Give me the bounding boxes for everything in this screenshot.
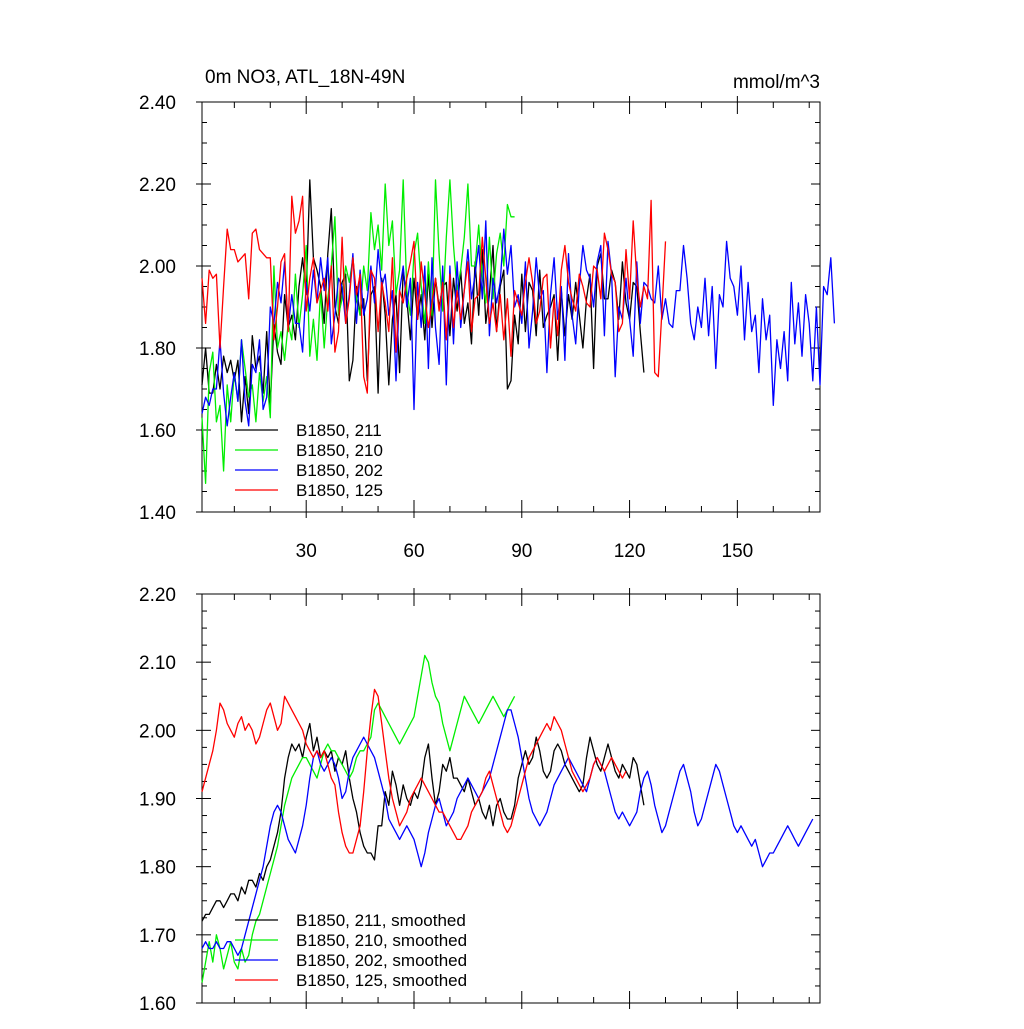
- y-tick-label: 2.40: [139, 93, 176, 114]
- y-tick-label: 2.20: [139, 175, 176, 196]
- x-tick-label: 60: [403, 541, 424, 562]
- legend-label: B1850, 202, smoothed: [296, 951, 467, 970]
- y-tick-label: 2.20: [139, 585, 176, 606]
- series-line-3: [201, 220, 836, 427]
- series-line-3: [201, 709, 814, 956]
- legend-label: B1850, 211: [296, 421, 382, 440]
- series-line-2: [201, 654, 516, 983]
- series-line-1: [201, 722, 645, 922]
- x-tick-label: 150: [722, 541, 754, 562]
- legend-label: B1850, 125: [296, 481, 383, 500]
- x-tick-label: 120: [614, 541, 646, 562]
- units-label: mmol/m^3: [733, 72, 820, 93]
- y-tick-label: 1.60: [139, 994, 176, 1015]
- y-tick-label: 1.80: [139, 339, 176, 360]
- legend-label: B1850, 210: [296, 441, 383, 460]
- legend-label: B1850, 211, smoothed: [296, 911, 466, 930]
- legend-label: B1850, 202: [296, 461, 383, 480]
- y-tick-label: 2.00: [139, 257, 176, 278]
- top-panel: 0m NO3, ATL_18N-49N mmol/m^3 1.40 1.60 1.8…: [139, 67, 836, 562]
- series-line-4: [201, 195, 667, 394]
- y-tick-label: 1.80: [139, 858, 176, 879]
- plot-frame: [201, 593, 821, 1004]
- y-tick-label: 1.60: [139, 421, 176, 442]
- y-tick-label: 1.40: [139, 503, 176, 524]
- x-tick-label: 90: [511, 541, 532, 562]
- legend-label: B1850, 210, smoothed: [296, 931, 467, 950]
- series-line-4: [201, 688, 627, 854]
- y-tick-label: 2.00: [139, 721, 176, 742]
- y-tick-label: 2.10: [139, 653, 176, 674]
- y-tick-label: 1.70: [139, 926, 176, 947]
- bottom-panel: 1.60 1.70 1.80 1.90 2.00 2.10 2.20 B1850, 211, …: [139, 585, 821, 1015]
- series-line-1: [201, 179, 645, 423]
- chart-title: 0m NO3, ATL_18N-49N: [205, 67, 405, 88]
- plot-frame: [201, 101, 821, 513]
- series-line-2: [201, 179, 515, 484]
- y-tick-label: 1.90: [139, 790, 176, 811]
- legend-label: B1850, 125, smoothed: [296, 971, 467, 990]
- x-tick-label: 30: [296, 541, 317, 562]
